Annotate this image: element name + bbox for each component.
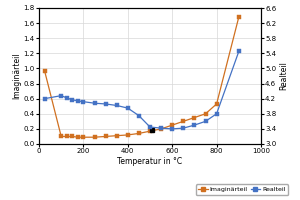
Legend: Imaginärteil, Realteil: Imaginärteil, Realteil	[196, 184, 288, 195]
Realteil	[82, 100, 85, 103]
Realteil	[126, 107, 130, 109]
Line: Realteil: Realteil	[43, 50, 241, 131]
Realteil	[137, 114, 141, 117]
Imaginärteil	[237, 16, 241, 18]
Imaginärteil	[76, 136, 80, 138]
Realteil	[115, 104, 119, 107]
Realteil	[59, 94, 63, 97]
Imaginärteil	[159, 128, 163, 130]
Imaginärteil	[104, 135, 107, 138]
Imaginärteil	[70, 135, 74, 138]
Realteil	[104, 103, 107, 105]
Imaginärteil	[59, 135, 63, 138]
Imaginärteil	[82, 136, 85, 138]
Realteil	[148, 126, 152, 128]
Imaginärteil	[148, 130, 152, 132]
Imaginärteil	[182, 120, 185, 123]
Y-axis label: Realteil: Realteil	[279, 62, 288, 90]
Realteil	[93, 102, 96, 104]
Realteil	[182, 127, 185, 129]
Imaginärteil	[93, 136, 96, 138]
Realteil	[215, 113, 218, 115]
Realteil	[159, 127, 163, 129]
Realteil	[193, 124, 196, 126]
Imaginärteil	[126, 134, 130, 136]
Imaginärteil	[215, 103, 218, 105]
X-axis label: Temperatur in °C: Temperatur in °C	[117, 157, 183, 166]
Realteil	[76, 100, 80, 102]
Y-axis label: Imaginärteil: Imaginärteil	[12, 53, 21, 99]
Realteil	[170, 128, 174, 130]
Line: Imaginärteil: Imaginärteil	[43, 15, 241, 139]
Imaginärteil	[204, 113, 207, 115]
Imaginärteil	[193, 116, 196, 119]
Imaginärteil	[43, 70, 46, 72]
Imaginärteil	[170, 124, 174, 126]
Realteil	[43, 97, 46, 100]
Imaginärteil	[65, 135, 68, 138]
Imaginärteil	[137, 132, 141, 135]
Imaginärteil	[115, 134, 119, 137]
Realteil	[204, 120, 207, 123]
Realteil	[65, 97, 68, 99]
Realteil	[70, 99, 74, 101]
Realteil	[237, 50, 241, 53]
